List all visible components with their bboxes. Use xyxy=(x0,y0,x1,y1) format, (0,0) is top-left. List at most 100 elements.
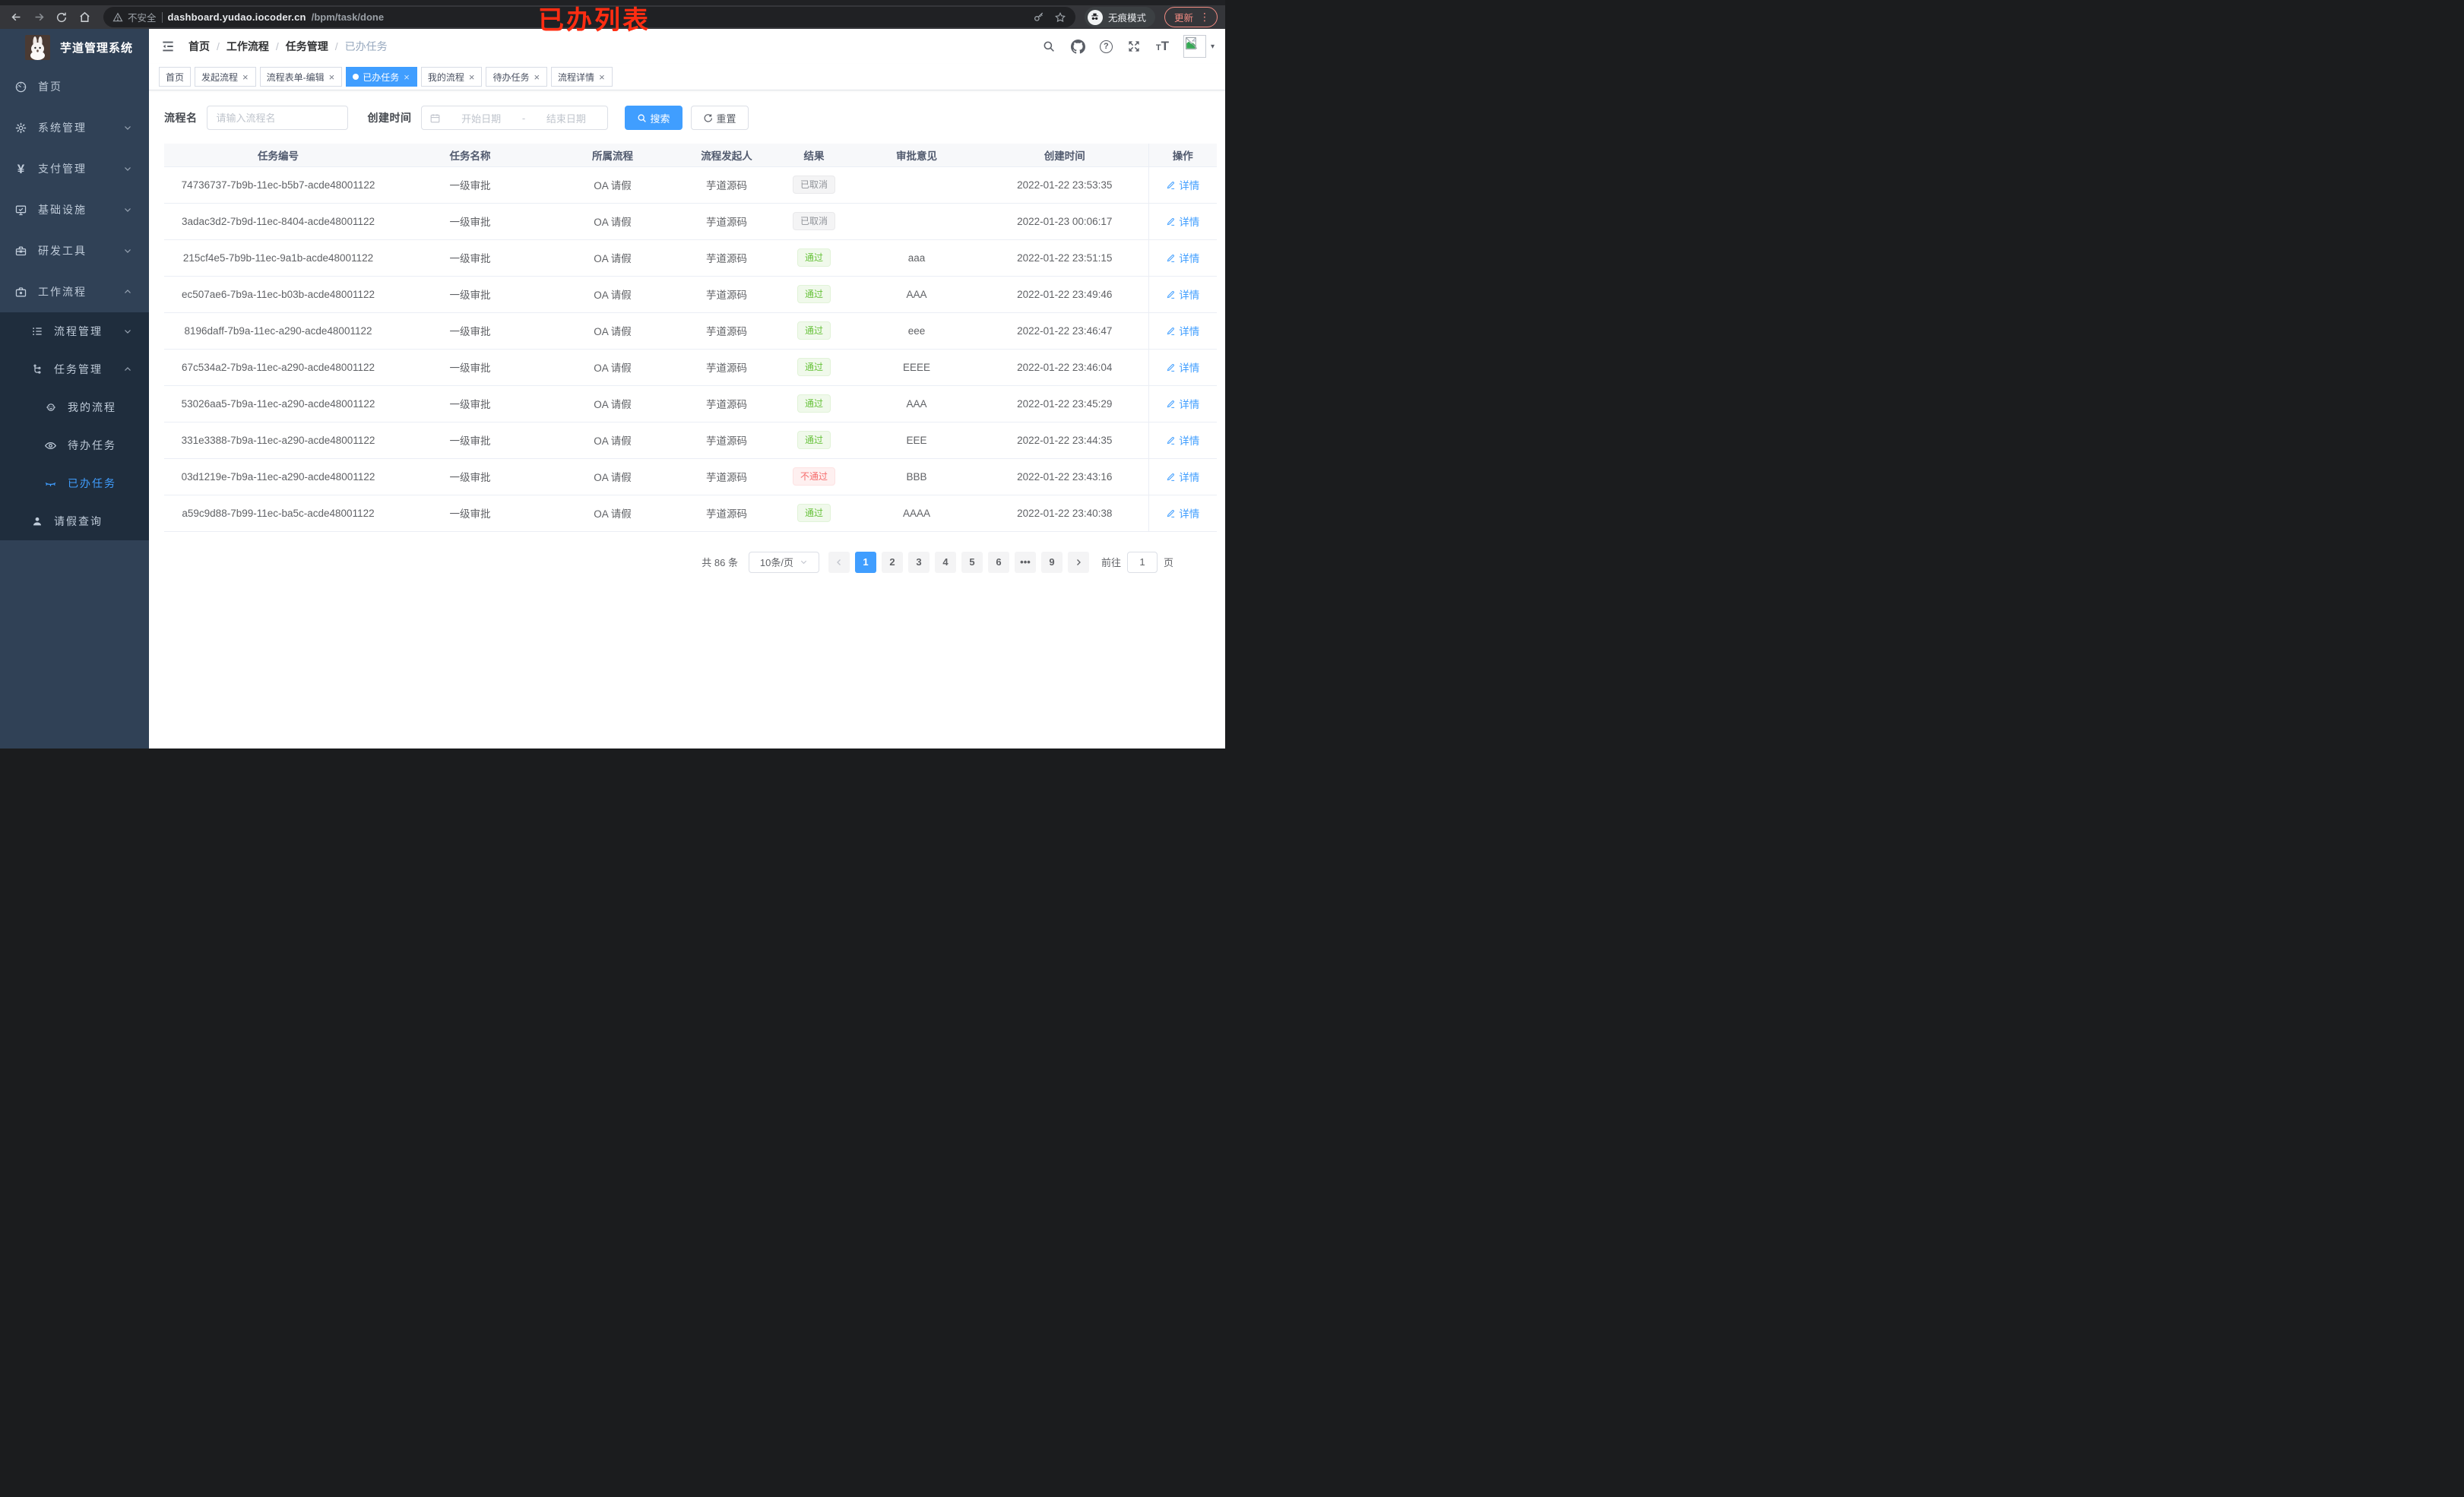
tab-my-process[interactable]: 我的流程 × xyxy=(420,67,483,87)
tab-start-process[interactable]: 发起流程 × xyxy=(195,67,256,87)
page-size-select[interactable]: 10条/页 xyxy=(748,551,819,573)
page-button-2[interactable]: 2 xyxy=(881,551,903,573)
range-separator: - xyxy=(521,112,526,124)
key-icon[interactable] xyxy=(1033,11,1045,24)
forward-icon xyxy=(35,13,44,21)
reload-button[interactable] xyxy=(52,8,71,27)
process-name-input[interactable] xyxy=(206,106,348,130)
sidebar-item-workflow[interactable]: 工作流程 xyxy=(0,271,149,312)
app-logo xyxy=(25,35,50,60)
kebab-menu-icon[interactable]: ⋮ xyxy=(1199,11,1210,23)
sidebar-item-payment[interactable]: ¥ 支付管理 xyxy=(0,148,149,189)
page-unit-label: 页 xyxy=(1163,557,1173,568)
detail-button[interactable]: 详情 xyxy=(1166,469,1199,484)
edit-icon xyxy=(1167,473,1175,481)
user-menu[interactable]: ▾ xyxy=(1183,35,1215,58)
eye-closed-icon xyxy=(44,477,57,490)
sidebar-item-todo-tasks[interactable]: 待办任务 xyxy=(0,426,149,464)
col-task-id: 任务编号 xyxy=(164,144,392,167)
help-icon[interactable]: ? xyxy=(1099,40,1113,53)
sidebar-item-infra[interactable]: 基础设施 xyxy=(0,189,149,230)
github-icon[interactable] xyxy=(1070,39,1085,54)
sidebar-item-done-tasks[interactable]: 已办任务 xyxy=(0,464,149,502)
date-range-picker[interactable]: 开始日期 - 结束日期 xyxy=(420,106,608,130)
table-row: 215cf4e5-7b9b-11ec-9a1b-acde48001122 一级审批… xyxy=(164,239,1217,277)
detail-button[interactable]: 详情 xyxy=(1166,396,1199,411)
next-page-button[interactable] xyxy=(1067,551,1089,573)
tab-process-detail[interactable]: 流程详情 × xyxy=(551,67,613,87)
table-row: a59c9d88-7b99-11ec-ba5c-acde48001122 一级审批… xyxy=(164,495,1217,532)
status-badge: 通过 xyxy=(797,248,831,267)
browser-update-button[interactable]: 更新 ⋮ xyxy=(1164,7,1218,27)
sidebar-item-task-mgmt[interactable]: 任务管理 xyxy=(0,350,149,388)
more-pages-button[interactable]: ••• xyxy=(1014,551,1036,573)
tab-form-edit[interactable]: 流程表单-编辑 × xyxy=(259,67,343,87)
search-button[interactable]: 搜索 xyxy=(624,106,683,130)
home-button[interactable] xyxy=(74,8,94,27)
page-button-1[interactable]: 1 xyxy=(854,551,876,573)
page-button-3[interactable]: 3 xyxy=(907,551,930,573)
close-icon[interactable]: × xyxy=(328,71,335,83)
security-status[interactable]: 不安全 xyxy=(112,10,157,24)
detail-button[interactable]: 详情 xyxy=(1166,323,1199,338)
detail-button[interactable]: 详情 xyxy=(1166,177,1199,192)
page-button-5[interactable]: 5 xyxy=(961,551,983,573)
sidebar-collapse-button[interactable] xyxy=(160,38,176,55)
sidebar-item-process-mgmt[interactable]: 流程管理 xyxy=(0,312,149,350)
breadcrumb-workflow[interactable]: 工作流程 xyxy=(226,40,269,52)
page-button-6[interactable]: 6 xyxy=(987,551,1009,573)
goto-page-input[interactable] xyxy=(1126,551,1158,573)
address-bar[interactable]: 不安全 dashboard.yudao.iocoder.cn/bpm/task/… xyxy=(103,7,1075,27)
close-icon[interactable]: × xyxy=(534,71,540,83)
detail-button[interactable]: 详情 xyxy=(1166,359,1199,375)
detail-button[interactable]: 详情 xyxy=(1166,214,1199,229)
sidebar-item-system[interactable]: 系统管理 xyxy=(0,107,149,148)
breadcrumb: 首页 / 工作流程 / 任务管理 / 已办任务 xyxy=(188,40,388,52)
close-icon[interactable]: × xyxy=(599,71,605,83)
breadcrumb-home[interactable]: 首页 xyxy=(188,40,210,52)
tab-home[interactable]: 首页 xyxy=(159,67,192,87)
incognito-label: 无痕模式 xyxy=(1107,13,1146,24)
close-icon[interactable]: × xyxy=(404,71,410,83)
user-icon xyxy=(30,515,43,528)
tab-done-tasks[interactable]: 已办任务 × xyxy=(346,67,417,87)
sidebar-item-home[interactable]: 首页 xyxy=(0,66,149,107)
table-row: ec507ae6-7b9a-11ec-b03b-acde48001122 一级审批… xyxy=(164,276,1217,313)
total-count: 共 86 条 xyxy=(702,557,738,568)
edit-icon xyxy=(1167,436,1175,445)
page-goto: 前往 页 xyxy=(1101,551,1173,573)
sidebar-item-leave-query[interactable]: 请假查询 xyxy=(0,502,149,540)
status-badge: 通过 xyxy=(797,394,831,413)
reload-icon xyxy=(56,12,67,22)
detail-button[interactable]: 详情 xyxy=(1166,286,1199,302)
prev-page-button[interactable] xyxy=(828,551,850,573)
active-dot xyxy=(353,74,359,80)
search-icon[interactable] xyxy=(1042,40,1056,54)
tags-view: 首页 发起流程 × 流程表单-编辑 × 已办任务 × 我的流程 × 待办任务 × 流程详情… xyxy=(149,64,1225,90)
status-badge: 通过 xyxy=(797,285,831,303)
url-path: /bpm/task/done xyxy=(311,11,385,23)
page-button-4[interactable]: 4 xyxy=(934,551,956,573)
update-label: 更新 xyxy=(1173,13,1193,24)
back-button[interactable] xyxy=(6,8,26,27)
bookmark-star-icon[interactable] xyxy=(1054,11,1066,24)
detail-button[interactable]: 详情 xyxy=(1166,505,1199,521)
status-badge: 通过 xyxy=(797,431,831,449)
chevron-down-icon xyxy=(123,205,132,214)
sidebar-item-devtools[interactable]: 研发工具 xyxy=(0,230,149,271)
close-icon[interactable]: × xyxy=(468,71,475,83)
breadcrumb-task-mgmt[interactable]: 任务管理 xyxy=(285,40,328,52)
detail-button[interactable]: 详情 xyxy=(1166,432,1199,448)
goto-label: 前往 xyxy=(1101,557,1121,568)
sidebar-item-my-process[interactable]: 我的流程 xyxy=(0,388,149,426)
forward-button[interactable] xyxy=(29,8,49,27)
tab-todo-tasks[interactable]: 待办任务 × xyxy=(486,67,548,87)
detail-button[interactable]: 详情 xyxy=(1166,250,1199,265)
page-button-9[interactable]: 9 xyxy=(1040,551,1063,573)
fullscreen-icon[interactable] xyxy=(1127,40,1142,54)
reset-button[interactable]: 重置 xyxy=(690,106,749,130)
close-icon[interactable]: × xyxy=(242,71,249,83)
